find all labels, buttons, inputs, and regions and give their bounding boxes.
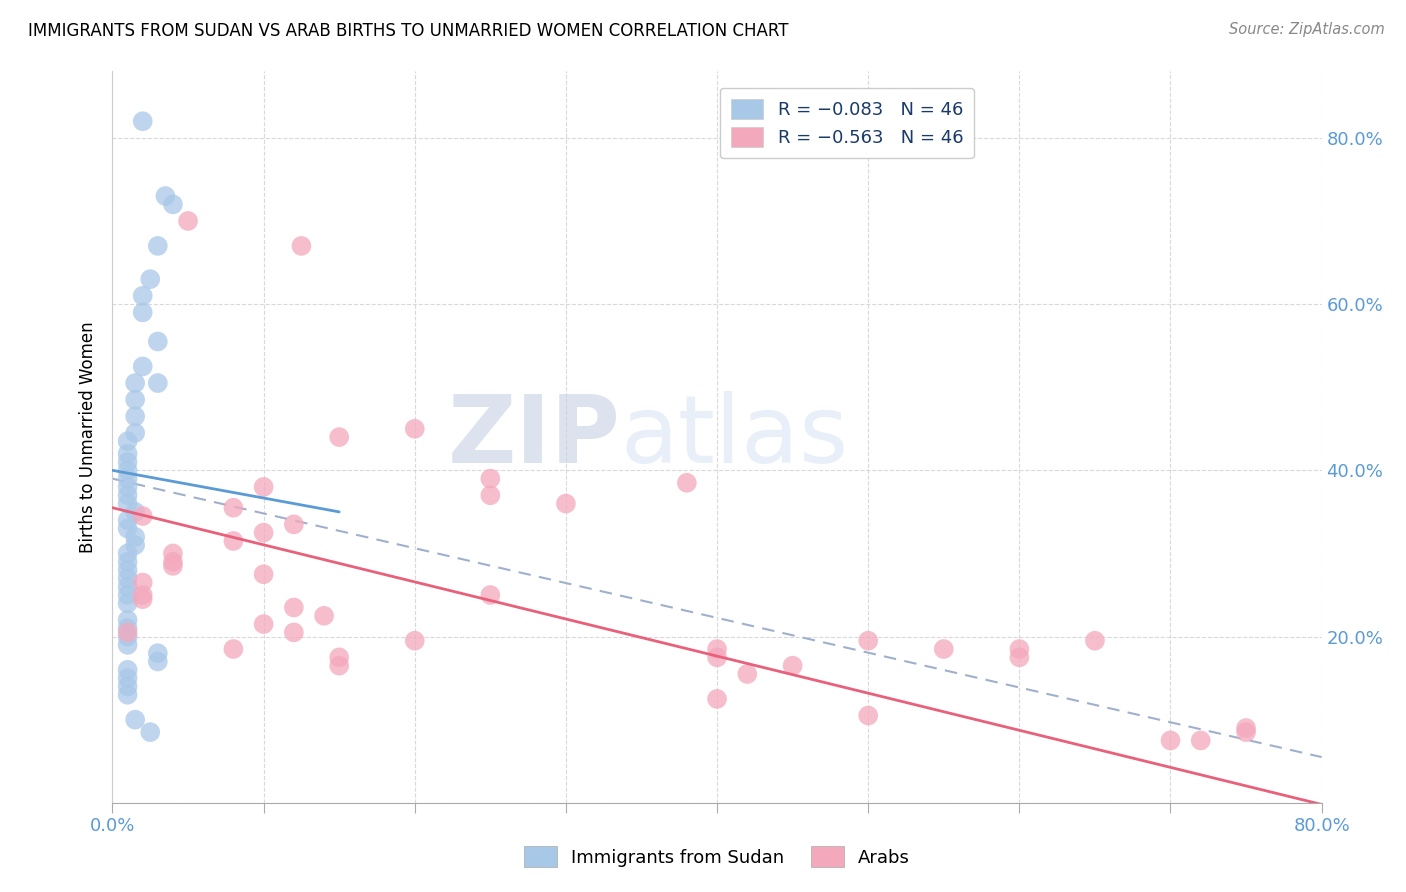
Point <box>117 596 139 610</box>
Point <box>117 488 139 502</box>
Point <box>117 480 139 494</box>
Point <box>1159 733 1181 747</box>
Y-axis label: Births to Unmarried Women: Births to Unmarried Women <box>79 321 97 553</box>
Point <box>132 289 155 303</box>
Point <box>124 505 146 519</box>
Point <box>162 546 184 560</box>
Point <box>132 359 155 374</box>
Point <box>554 497 576 511</box>
Point <box>132 305 155 319</box>
Text: atlas: atlas <box>620 391 849 483</box>
Point <box>283 517 305 532</box>
Point <box>479 472 502 486</box>
Point <box>117 588 139 602</box>
Point <box>117 663 139 677</box>
Point <box>117 447 139 461</box>
Point <box>117 671 139 685</box>
Point <box>222 500 245 515</box>
Point <box>1008 650 1031 665</box>
Point <box>1234 725 1257 739</box>
Point <box>404 422 426 436</box>
Point <box>117 434 139 449</box>
Point <box>706 642 728 657</box>
Point <box>706 692 728 706</box>
Point <box>1008 642 1031 657</box>
Legend: Immigrants from Sudan, Arabs: Immigrants from Sudan, Arabs <box>517 839 917 874</box>
Point <box>737 667 759 681</box>
Point <box>155 189 177 203</box>
Point <box>222 642 245 657</box>
Point <box>162 558 184 573</box>
Point <box>124 409 146 424</box>
Point <box>139 272 162 286</box>
Point <box>117 463 139 477</box>
Point <box>177 214 200 228</box>
Point <box>146 334 169 349</box>
Point <box>117 613 139 627</box>
Point <box>146 646 169 660</box>
Point <box>479 488 502 502</box>
Point <box>124 392 146 407</box>
Point <box>932 642 955 657</box>
Point <box>328 650 350 665</box>
Point <box>139 725 162 739</box>
Point <box>146 655 169 669</box>
Point <box>222 533 245 548</box>
Point <box>132 592 155 607</box>
Point <box>856 633 880 648</box>
Point <box>856 708 880 723</box>
Point <box>124 376 146 390</box>
Point <box>253 525 276 540</box>
Point <box>328 430 350 444</box>
Point <box>117 546 139 560</box>
Point <box>706 650 728 665</box>
Point <box>162 197 184 211</box>
Point <box>1234 721 1257 735</box>
Point <box>117 472 139 486</box>
Point <box>117 497 139 511</box>
Point <box>117 563 139 577</box>
Point <box>314 608 336 623</box>
Point <box>675 475 697 490</box>
Point <box>117 625 139 640</box>
Text: IMMIGRANTS FROM SUDAN VS ARAB BIRTHS TO UNMARRIED WOMEN CORRELATION CHART: IMMIGRANTS FROM SUDAN VS ARAB BIRTHS TO … <box>28 22 789 40</box>
Point <box>117 571 139 585</box>
Point <box>782 658 804 673</box>
Point <box>132 588 155 602</box>
Point <box>146 376 169 390</box>
Point <box>124 538 146 552</box>
Point <box>253 617 276 632</box>
Point <box>253 567 276 582</box>
Point <box>117 688 139 702</box>
Point <box>146 239 169 253</box>
Point <box>124 425 146 440</box>
Point <box>117 555 139 569</box>
Point <box>253 480 276 494</box>
Point <box>479 588 502 602</box>
Point <box>124 530 146 544</box>
Point <box>132 114 155 128</box>
Point <box>132 509 155 524</box>
Point <box>290 239 312 253</box>
Point <box>124 713 146 727</box>
Point <box>404 633 426 648</box>
Point <box>283 625 305 640</box>
Point <box>117 638 139 652</box>
Point <box>117 580 139 594</box>
Text: Source: ZipAtlas.com: Source: ZipAtlas.com <box>1229 22 1385 37</box>
Point <box>1189 733 1212 747</box>
Point <box>132 575 155 590</box>
Point <box>283 600 305 615</box>
Point <box>328 658 350 673</box>
Point <box>1084 633 1107 648</box>
Point <box>117 455 139 469</box>
Point <box>117 630 139 644</box>
Point <box>117 521 139 535</box>
Point <box>117 621 139 635</box>
Point <box>117 680 139 694</box>
Point <box>162 555 184 569</box>
Point <box>117 513 139 527</box>
Text: ZIP: ZIP <box>447 391 620 483</box>
